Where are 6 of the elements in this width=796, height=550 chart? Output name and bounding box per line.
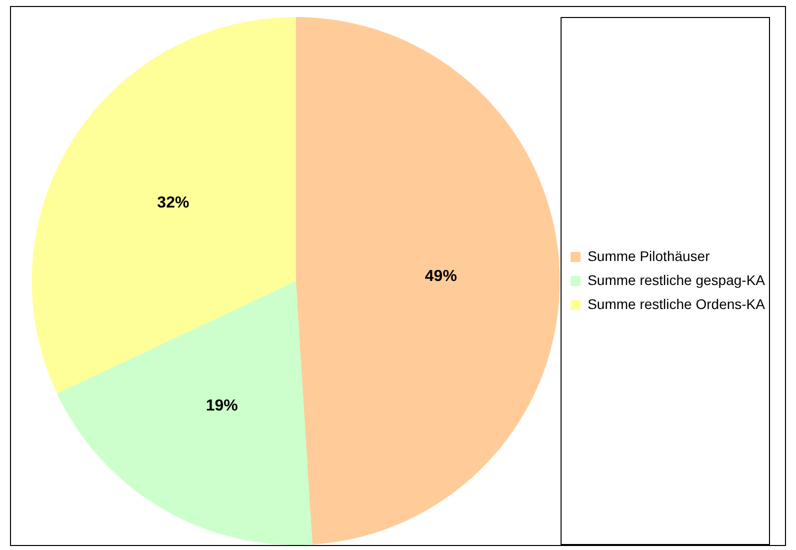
data-label: 49% <box>424 268 457 285</box>
legend-label: Summe restliche gespag-KA <box>588 272 766 288</box>
legend-label: Summe Pilothäuser <box>588 248 710 264</box>
data-label: 19% <box>206 397 238 414</box>
legend-label: Summe restliche Ordens-KA <box>588 296 766 312</box>
data-label: 32% <box>157 194 190 212</box>
